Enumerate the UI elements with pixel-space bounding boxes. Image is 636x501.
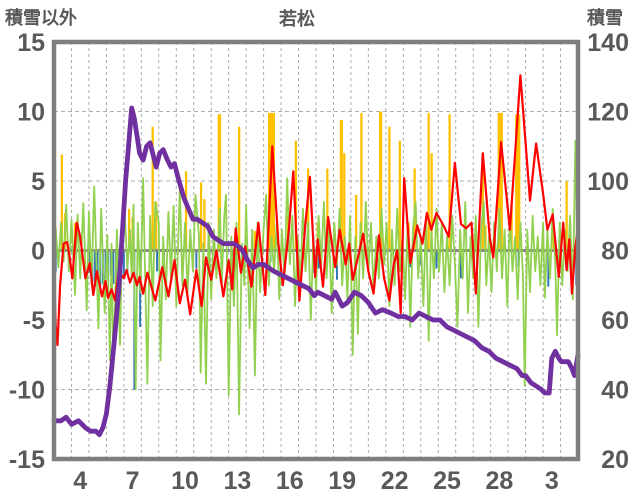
orange-bar xyxy=(60,154,63,251)
x-axis-tick-label: 16 xyxy=(276,467,304,495)
right-axis-title: 積雪 xyxy=(587,8,623,28)
orange-bar xyxy=(510,201,513,251)
x-axis-tick-label: 10 xyxy=(171,467,199,495)
left-axis-tick-label: 15 xyxy=(17,29,45,57)
snow-depth-line xyxy=(51,105,581,438)
orange-bar xyxy=(355,194,358,251)
blue-bar xyxy=(96,250,99,279)
orange-bar xyxy=(497,112,503,251)
right-axis-tick-label: 120 xyxy=(587,99,629,127)
x-axis-tick-label: 22 xyxy=(381,467,409,495)
blue-bar xyxy=(88,250,91,273)
right-axis-tick-label: 80 xyxy=(601,238,629,266)
right-axis-tick-label: 140 xyxy=(587,29,629,57)
orange-bar xyxy=(427,112,430,251)
orange-bar xyxy=(339,119,343,251)
plot-frame xyxy=(51,39,581,462)
left-axis-tick-label: -5 xyxy=(23,307,45,335)
chart-title: 若松 xyxy=(279,9,315,29)
left-axis-title: 積雪以外 xyxy=(5,8,77,28)
orange-bar xyxy=(294,140,298,251)
right-axis-tick-label: 100 xyxy=(587,168,629,196)
blue-bar xyxy=(122,250,125,279)
orange-bar xyxy=(448,114,451,251)
orange-bar xyxy=(155,201,158,251)
orange-bar xyxy=(388,126,391,251)
left-axis-tick-label: 10 xyxy=(17,99,45,127)
blue-bar xyxy=(435,250,438,269)
orange-bar xyxy=(184,171,188,251)
x-axis-tick-label: 19 xyxy=(328,467,356,495)
right-axis-tick-label: 20 xyxy=(601,446,629,474)
orange-bar xyxy=(430,153,433,251)
orange-bar xyxy=(343,153,346,251)
left-axis-tick-label: -10 xyxy=(9,377,45,405)
x-axis-tick-label: 28 xyxy=(485,467,513,495)
orange-bar xyxy=(398,140,401,251)
right-axis-tick-label: 60 xyxy=(601,307,629,335)
x-axis-tick-label: 3 xyxy=(545,467,559,495)
left-axis-tick-label: 5 xyxy=(31,168,45,196)
left-axis-tick-label: 0 xyxy=(31,238,45,266)
orange-bar xyxy=(238,126,241,251)
orange-bar xyxy=(379,111,383,251)
orange-bar xyxy=(360,112,363,251)
red-line xyxy=(52,74,580,347)
orange-bar xyxy=(565,181,568,251)
blue-bar xyxy=(94,250,97,287)
x-axis-tick-label: 7 xyxy=(126,467,140,495)
blue-bar xyxy=(156,250,159,272)
x-axis-tick-label: 13 xyxy=(223,467,251,495)
orange-bar xyxy=(326,168,329,251)
left-axis-tick-label: -15 xyxy=(9,446,45,474)
blue-bar xyxy=(112,250,115,284)
blue-bar xyxy=(195,250,198,269)
orange-bar xyxy=(151,126,154,251)
right-axis-tick-label: 40 xyxy=(601,377,629,405)
orange-bar xyxy=(515,114,521,251)
orange-bar xyxy=(217,114,222,251)
blue-bar xyxy=(317,250,320,269)
orange-bar xyxy=(307,168,310,251)
orange-bar xyxy=(253,231,257,251)
blue-bar xyxy=(547,250,550,287)
blue-bar xyxy=(460,250,462,279)
x-axis-tick-label: 4 xyxy=(73,467,87,495)
orange-bar xyxy=(199,182,203,251)
x-axis-tick-label: 25 xyxy=(433,467,461,495)
